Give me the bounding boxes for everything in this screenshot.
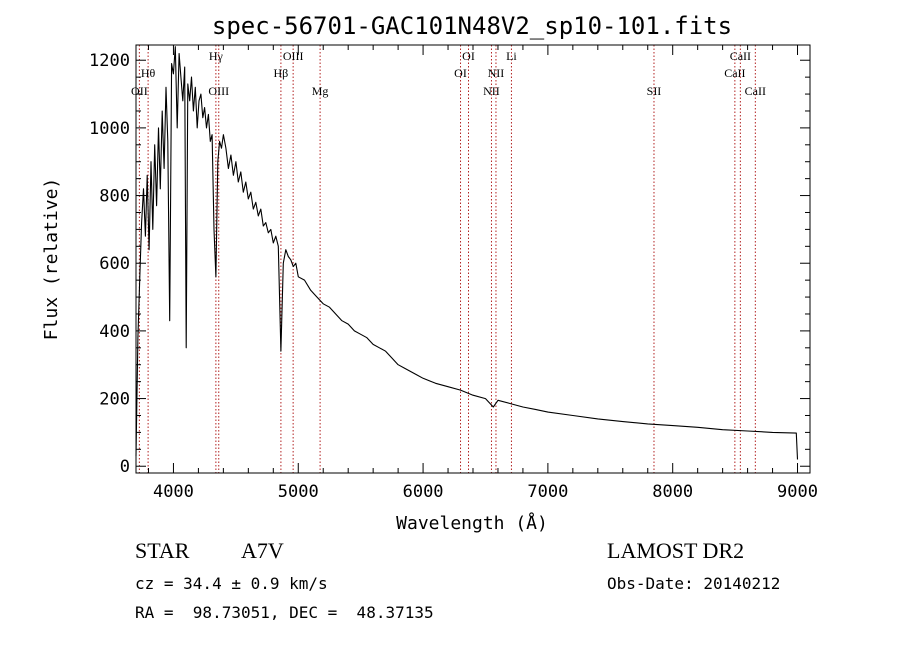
feature-label: OIII bbox=[208, 84, 229, 98]
feature-label: OIII bbox=[283, 49, 304, 63]
x-tick-label: 4000 bbox=[153, 482, 194, 502]
feature-label: CaII bbox=[730, 49, 751, 63]
feature-label: Hβ bbox=[274, 66, 289, 80]
observation-date: Obs-Date: 20140212 bbox=[607, 574, 781, 593]
object-class: STAR bbox=[135, 538, 190, 563]
x-axis-label: Wavelength (Å) bbox=[396, 512, 548, 534]
feature-label: OI bbox=[462, 49, 475, 63]
feature-label: Li bbox=[506, 49, 517, 63]
feature-label: OI bbox=[454, 66, 467, 80]
feature-label: NII bbox=[483, 84, 500, 98]
plot-frame bbox=[135, 44, 811, 474]
y-axis-label: Flux (relative) bbox=[41, 178, 62, 341]
y-tick-label: 1000 bbox=[89, 119, 130, 139]
spectrum-line bbox=[135, 46, 799, 460]
chart-title: spec-56701-GAC101N48V2_sp10-101.fits bbox=[212, 12, 732, 40]
y-tick-label: 800 bbox=[99, 187, 130, 207]
x-tick-label: 7000 bbox=[527, 482, 568, 502]
coordinates: RA = 98.73051, DEC = 48.37135 bbox=[135, 603, 434, 622]
x-tick-label: 8000 bbox=[652, 482, 693, 502]
redshift-cz: cz = 34.4 ± 0.9 km/s bbox=[135, 574, 328, 593]
feature-label: Hθ bbox=[141, 66, 156, 80]
spectral-subclass: A7V bbox=[241, 538, 284, 563]
y-tick-label: 400 bbox=[99, 322, 130, 342]
x-tick-label: 9000 bbox=[777, 482, 818, 502]
feature-label: OII bbox=[131, 84, 148, 98]
feature-label: CaII bbox=[724, 66, 745, 80]
y-tick-label: 200 bbox=[99, 390, 130, 410]
feature-label: CaII bbox=[745, 84, 766, 98]
feature-label: Hγ bbox=[209, 49, 224, 63]
y-tick-label: 1200 bbox=[89, 51, 130, 71]
survey-name: LAMOST DR2 bbox=[607, 538, 745, 563]
feature-label: SII bbox=[647, 84, 662, 98]
x-tick-label: 5000 bbox=[278, 482, 319, 502]
feature-label: Mg bbox=[312, 84, 329, 98]
y-tick-label: 600 bbox=[99, 254, 130, 274]
feature-label: NII bbox=[488, 66, 505, 80]
x-tick-label: 6000 bbox=[403, 482, 444, 502]
plot-area: OIIHθHγOIIIHβOIIIMgOIOINIINIILiSIICaIICa… bbox=[89, 44, 818, 502]
y-tick-label: 0 bbox=[120, 457, 130, 477]
